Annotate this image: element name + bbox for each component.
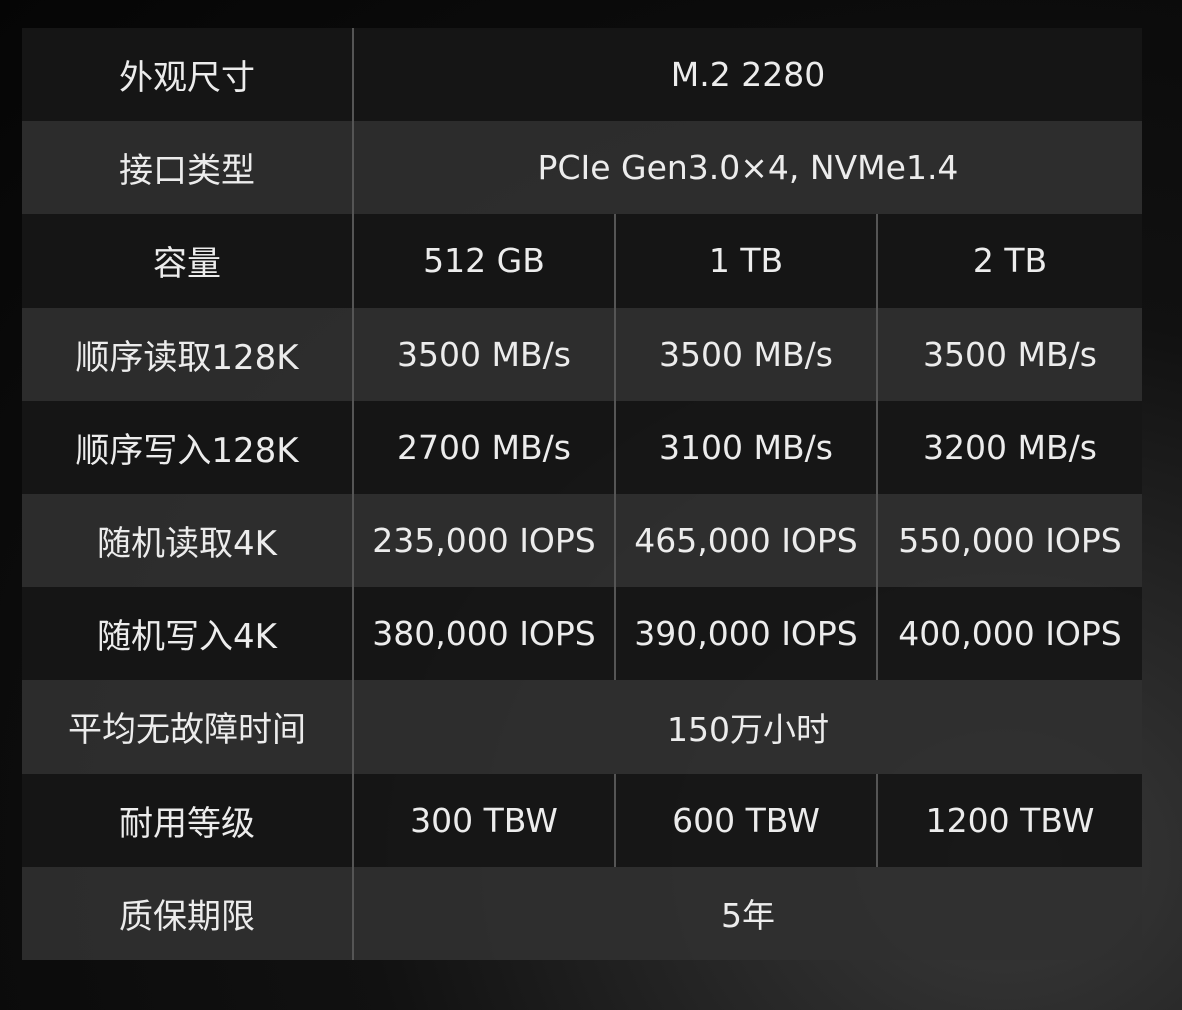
cell: 390,000 IOPS [614,587,877,681]
row-label: 顺序读取128K [22,307,353,401]
cell: 2 TB [876,214,1142,308]
cell: 400,000 IOPS [876,587,1142,681]
cell: 550,000 IOPS [876,493,1142,588]
cell: 3500 MB/s [614,307,877,401]
table-row: 耐用等级 300 TBW 600 TBW 1200 TBW [22,773,1142,867]
cell: 150万小时 [352,680,1142,774]
spec-table-wrap: 外观尺寸 M.2 2280 接口类型 PCIe Gen3.0×4, NVMe1.4 容量… [22,28,1142,960]
row-label: 随机读取4K [22,493,353,588]
cell: 380,000 IOPS [352,587,615,681]
table-row: 接口类型 PCIe Gen3.0×4, NVMe1.4 [22,121,1142,215]
cell: 300 TBW [352,773,615,867]
table-row: 容量 512 GB 1 TB 2 TB [22,214,1142,308]
cell: 2700 MB/s [352,400,615,494]
table-row: 外观尺寸 M.2 2280 [22,28,1142,122]
table-row: 顺序写入128K 2700 MB/s 3100 MB/s 3200 MB/s [22,400,1142,494]
row-label: 接口类型 [22,121,353,215]
cell: 600 TBW [614,773,877,867]
row-label: 质保期限 [22,866,353,960]
cell: 3500 MB/s [876,307,1142,401]
cell: 235,000 IOPS [352,493,615,588]
table-row: 随机读取4K 235,000 IOPS 465,000 IOPS 550,000 IO… [22,493,1142,588]
row-label: 容量 [22,214,353,308]
cell: 465,000 IOPS [614,493,877,588]
row-label: 随机写入4K [22,587,353,681]
cell: 3200 MB/s [876,400,1142,494]
row-label: 顺序写入128K [22,400,353,494]
table-row: 平均无故障时间 150万小时 [22,680,1142,774]
table-row: 顺序读取128K 3500 MB/s 3500 MB/s 3500 MB/s [22,307,1142,401]
table-row: 质保期限 5年 [22,866,1142,960]
cell: 3500 MB/s [352,307,615,401]
cell: 512 GB [352,214,615,308]
cell: 5年 [352,866,1142,960]
row-label: 耐用等级 [22,773,353,867]
table-row: 随机写入4K 380,000 IOPS 390,000 IOPS 400,000 IO… [22,587,1142,681]
cell: 3100 MB/s [614,400,877,494]
cell: M.2 2280 [352,28,1142,122]
table-body: 外观尺寸 M.2 2280 接口类型 PCIe Gen3.0×4, NVMe1.4 容量… [22,28,1142,960]
row-label: 平均无故障时间 [22,680,353,774]
cell: 1 TB [614,214,877,308]
cell: 1200 TBW [876,773,1142,867]
spec-table: 外观尺寸 M.2 2280 接口类型 PCIe Gen3.0×4, NVMe1.4 容量… [22,28,1142,960]
row-label: 外观尺寸 [22,28,353,122]
cell: PCIe Gen3.0×4, NVMe1.4 [352,121,1142,215]
